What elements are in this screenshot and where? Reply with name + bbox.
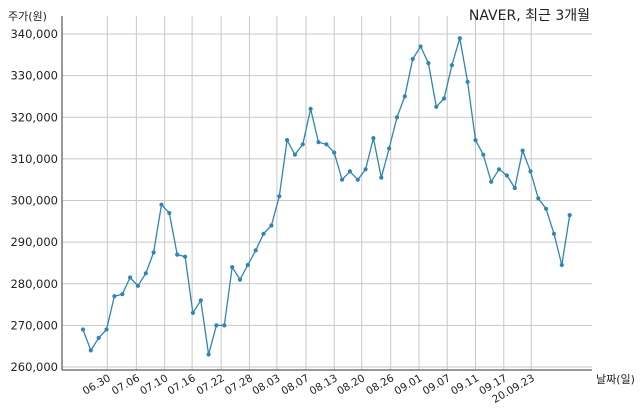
data-point: [379, 175, 384, 180]
data-point: [104, 327, 109, 332]
data-point: [128, 275, 133, 280]
data-point: [473, 138, 478, 143]
x-tick-label: 08.20: [335, 372, 367, 397]
data-point: [230, 265, 235, 270]
axes: [61, 16, 592, 371]
data-point: [544, 206, 549, 211]
x-tick-label: 08.13: [308, 372, 340, 397]
data-point: [512, 185, 517, 191]
data-point: [457, 36, 462, 41]
data-point: [206, 352, 211, 357]
data-point: [88, 348, 93, 353]
x-tick-label: 07.28: [223, 372, 255, 397]
data-point: [504, 173, 509, 178]
y-tick-label: 270,000: [10, 318, 58, 332]
data-points: [80, 36, 572, 357]
data-point: [410, 56, 415, 62]
x-tick-label: 07.10: [138, 372, 170, 397]
data-point: [292, 152, 297, 157]
x-tick-label: 08.26: [364, 372, 396, 398]
y-tick-label: 260,000: [10, 360, 58, 374]
data-point: [426, 61, 431, 66]
data-point: [96, 335, 101, 340]
y-tick-label: 320,000: [10, 110, 58, 124]
data-point: [449, 63, 454, 68]
data-point: [214, 323, 219, 328]
data-point: [190, 310, 195, 315]
data-point: [520, 148, 525, 153]
data-point: [237, 277, 243, 282]
x-tick-label: 06.30: [81, 372, 113, 397]
data-point: [80, 327, 86, 332]
x-tick-label: 09.07: [421, 372, 453, 397]
x-tick-label: 07.22: [195, 372, 227, 397]
data-point: [120, 292, 125, 297]
data-point: [402, 94, 407, 99]
data-point: [159, 202, 164, 207]
data-point: [112, 294, 117, 299]
data-point: [167, 210, 172, 216]
data-point: [340, 177, 345, 182]
y-tick-label: 290,000: [10, 235, 58, 249]
y-tick-label: 330,000: [10, 69, 58, 83]
data-point: [198, 298, 203, 303]
data-point: [355, 177, 360, 182]
y-axis-label: 주가(원): [8, 10, 47, 23]
chart-title: NAVER, 최근 3개월: [469, 8, 590, 24]
x-tick-label: 07.16: [166, 372, 198, 398]
data-point: [442, 96, 447, 101]
data-point: [135, 283, 140, 288]
data-point: [316, 140, 321, 145]
data-point: [175, 252, 180, 257]
data-point: [363, 167, 368, 172]
y-tick-labels: 260,000 270,000 280,000 290,000 300,000 310,0…: [10, 27, 58, 374]
x-tick-label: 07.06: [110, 372, 142, 398]
grid-lines: [62, 16, 592, 370]
data-point: [253, 248, 258, 253]
x-tick-label: 09.11: [449, 372, 481, 397]
data-point: [261, 231, 266, 236]
data-point: [371, 136, 376, 141]
data-point: [434, 104, 439, 109]
data-point: [222, 323, 227, 328]
data-point: [269, 223, 274, 228]
data-point: [285, 138, 290, 143]
data-point: [528, 169, 533, 174]
y-tick-label: 280,000: [10, 277, 58, 291]
y-tick-label: 310,000: [10, 152, 58, 166]
y-tick-label: 300,000: [10, 194, 58, 208]
data-point: [183, 254, 188, 259]
data-point: [143, 271, 148, 276]
y-tick-label: 340,000: [10, 27, 58, 41]
data-point: [394, 115, 400, 120]
data-point: [567, 213, 572, 218]
data-point: [536, 196, 541, 201]
x-tick-labels: 06.3007.0607.1007.1607.2207.2808.0308.07…: [81, 372, 537, 406]
data-point: [277, 194, 282, 199]
data-point: [332, 150, 337, 155]
x-axis-label: 날짜(일): [596, 372, 635, 386]
data-point: [347, 169, 352, 174]
data-point: [559, 262, 564, 268]
data-point: [489, 179, 494, 184]
data-point: [481, 152, 486, 157]
data-point: [551, 231, 557, 236]
data-point: [245, 262, 250, 268]
x-tick-label: 08.03: [250, 372, 282, 397]
data-point: [465, 79, 470, 84]
data-point: [418, 44, 423, 49]
x-tick-label: 09.01: [392, 372, 424, 397]
data-point: [496, 167, 502, 172]
data-point: [300, 142, 305, 147]
data-point: [324, 142, 329, 147]
data-point: [151, 250, 156, 255]
x-tick-label: 08.07: [279, 372, 311, 397]
data-point: [308, 106, 313, 111]
data-point: [387, 146, 392, 151]
series-line: [82, 38, 571, 355]
